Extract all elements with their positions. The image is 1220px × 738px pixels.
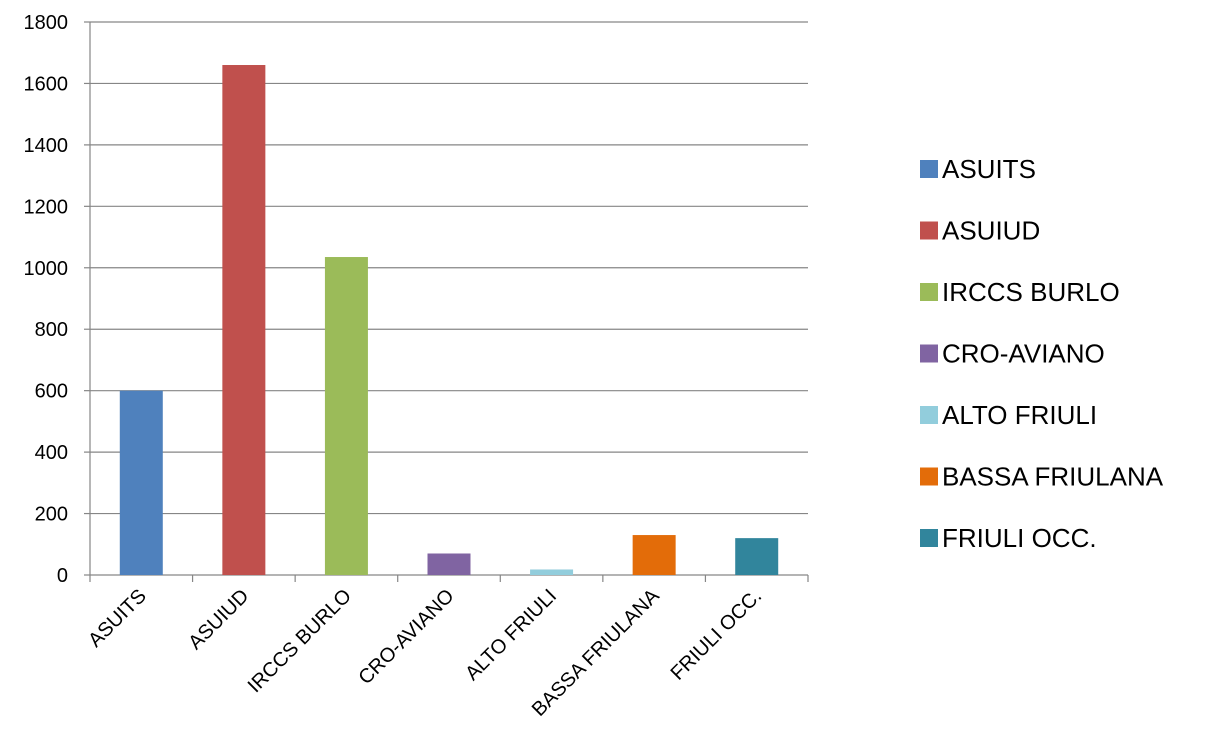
- y-tick-label: 1600: [24, 73, 69, 95]
- legend-swatch: [920, 406, 938, 424]
- legend-swatch: [920, 283, 938, 301]
- y-tick-label: 1000: [24, 258, 69, 280]
- bar-cro-aviano: [427, 553, 471, 575]
- bar-irccs-burlo: [324, 257, 368, 575]
- bar-friuli-occ: [735, 538, 779, 575]
- legend-label: IRCCS BURLO: [942, 277, 1120, 307]
- y-tick-labels: 0 200 400 600 800 1000 1200 1400 1600 1800: [24, 12, 69, 587]
- x-tick-label: FRIULI OCC.: [667, 585, 767, 685]
- legend-swatch: [920, 160, 938, 178]
- y-tick-label: 1400: [24, 135, 69, 157]
- gridlines: [90, 21, 808, 515]
- legend-label: BASSA FRIULANA: [942, 462, 1164, 492]
- bar-asuits: [119, 390, 163, 575]
- x-tick-label: ASUITS: [84, 585, 151, 652]
- y-tick-label: 400: [35, 442, 68, 464]
- legend-label: CRO-AVIANO: [942, 339, 1105, 369]
- legend: ASUITS ASUIUD IRCCS BURLO CRO-AVIANO ALTO FR…: [920, 154, 1164, 553]
- axes: [84, 21, 809, 582]
- legend-swatch: [920, 467, 938, 486]
- bar-asuiud: [222, 65, 266, 575]
- legend-label: ALTO FRIULI: [942, 400, 1097, 430]
- legend-label: ASUIUD: [942, 216, 1040, 246]
- x-tick-label: ASUIUD: [184, 585, 253, 654]
- legend-label: ASUITS: [942, 154, 1036, 184]
- bars: [119, 65, 779, 575]
- legend-swatch: [920, 344, 938, 363]
- legend-label: FRIULI OCC.: [942, 523, 1097, 553]
- y-tick-label: 600: [35, 381, 68, 403]
- y-tick-label: 0: [57, 565, 68, 587]
- x-tick-label: ALTO FRIULI: [461, 585, 561, 685]
- x-tick-label: CRO-AVIANO: [354, 585, 458, 689]
- y-tick-label: 800: [35, 319, 68, 341]
- legend-swatch: [920, 529, 938, 547]
- y-tick-label: 200: [35, 504, 68, 526]
- bar-bassa-friulana: [632, 535, 676, 575]
- y-tick-label: 1800: [24, 12, 69, 34]
- x-tick-label: IRCCS BURLO: [244, 585, 356, 697]
- bar-alto-friuli: [530, 569, 574, 575]
- legend-swatch: [920, 221, 938, 240]
- y-tick-label: 1200: [24, 196, 69, 218]
